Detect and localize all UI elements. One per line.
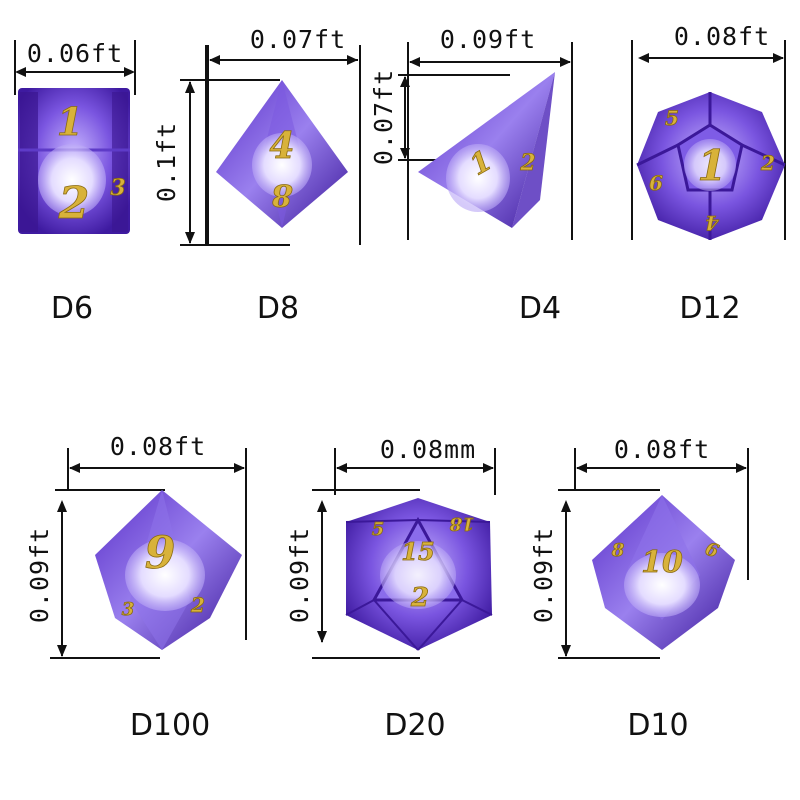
die-d8: 0.07ft 0.1ft 4 8 D8 [152,25,361,326]
die-d10: 0.08ft 0.09ft 10 8 6 D10 [529,435,749,743]
d4-width-label: 0.09ft [440,25,536,54]
d20-height-label: 0.09ft [285,527,314,623]
d4-face-number-side: 2 [519,150,535,176]
die-d20: 0.08mm 0.09ft 15 5 18 2 D20 [285,435,496,743]
d12-face-number-left: 6 [649,171,663,195]
d8-height-label: 0.1ft [152,122,181,202]
d10-die-image: 10 8 6 [592,495,735,650]
d10-face-number-center: 10 [641,545,683,580]
d6-face-number-top: 1 [57,99,83,144]
d12-face-number-bottom: 4 [705,211,719,235]
d10-face-number-left: 8 [611,540,625,561]
d12-width-label: 0.08ft [674,22,770,51]
d4-name: D4 [519,291,561,326]
d4-height-label: 0.07ft [369,69,398,165]
d4-die-image: 1 2 [418,72,555,228]
d12-die-image: 1 5 6 2 4 [636,92,786,240]
d100-die-image: 9 3 2 [95,490,242,650]
d12-face-number-top-left: 5 [665,106,679,130]
d20-name: D20 [384,708,445,743]
d100-face-number-center: 9 [145,528,176,579]
die-d100: 0.08ft 0.09ft 9 3 2 D100 [25,432,247,743]
d20-width-label: 0.08mm [380,435,476,464]
d20-face-number-top: 15 [401,537,434,566]
d10-width-label: 0.08ft [614,435,710,464]
d100-name: D100 [130,708,210,743]
die-d4: 0.09ft 0.07ft 1 2 D4 [369,25,573,326]
d12-face-number-center: 1 [697,141,726,190]
d12-name: D12 [679,291,740,326]
d20-die-image: 15 5 18 2 [345,498,493,651]
d6-face-number-side: 3 [110,175,125,201]
d100-face-number-left: 3 [122,599,135,620]
die-d12: 0.08ft 1 5 6 2 4 D12 [631,22,786,326]
d12-face-number-right: 2 [760,151,775,175]
d6-name: D6 [51,291,93,326]
d6-face-number-front: 2 [58,178,90,229]
d8-width-label: 0.07ft [250,25,346,54]
d20-face-number-left: 5 [372,519,385,540]
d100-height-label: 0.09ft [25,527,54,623]
d6-die-image: 1 2 3 [18,88,130,234]
d8-name: D8 [257,291,299,326]
d8-die-image: 4 8 [216,80,348,228]
d6-width-label: 0.06ft [27,39,123,68]
d10-height-label: 0.09ft [529,527,558,623]
d100-face-number-right: 2 [190,593,205,617]
d10-name: D10 [627,708,688,743]
d20-face-number-bottom: 2 [410,583,429,613]
die-d6: 0.06ft 1 2 3 D6 [14,39,136,326]
d8-face-number-bottom: 8 [271,177,293,212]
d20-face-number-right: 18 [449,513,475,534]
d100-width-label: 0.08ft [110,432,206,461]
d8-face-number-top: 4 [269,125,294,167]
